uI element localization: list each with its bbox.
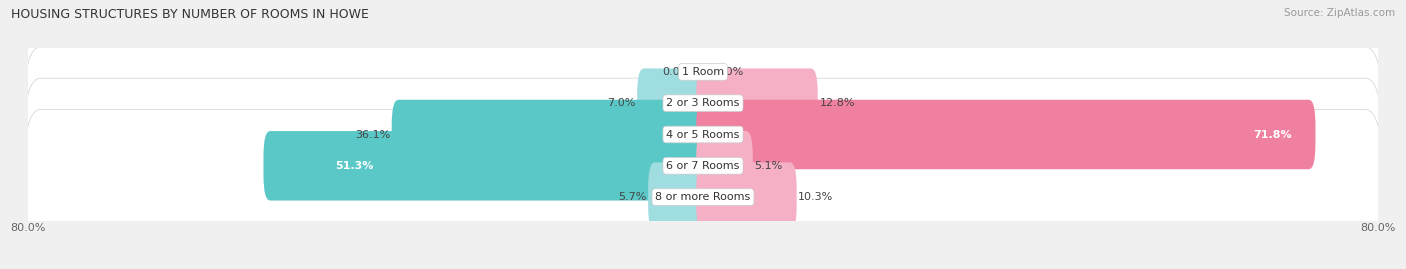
FancyBboxPatch shape [24,78,1382,253]
FancyBboxPatch shape [648,162,710,232]
FancyBboxPatch shape [637,68,710,138]
FancyBboxPatch shape [24,109,1382,269]
Text: 36.1%: 36.1% [354,129,389,140]
FancyBboxPatch shape [392,100,710,169]
Text: 0.0%: 0.0% [716,67,744,77]
FancyBboxPatch shape [263,131,710,201]
Text: HOUSING STRUCTURES BY NUMBER OF ROOMS IN HOWE: HOUSING STRUCTURES BY NUMBER OF ROOMS IN… [11,8,370,21]
Text: Source: ZipAtlas.com: Source: ZipAtlas.com [1284,8,1395,18]
Text: 0.0%: 0.0% [662,67,690,77]
Text: 1 Room: 1 Room [682,67,724,77]
Text: 12.8%: 12.8% [820,98,855,108]
Text: 71.8%: 71.8% [1253,129,1292,140]
FancyBboxPatch shape [24,16,1382,191]
FancyBboxPatch shape [696,68,818,138]
FancyBboxPatch shape [696,100,1316,169]
Text: 4 or 5 Rooms: 4 or 5 Rooms [666,129,740,140]
FancyBboxPatch shape [696,131,752,201]
Text: 2 or 3 Rooms: 2 or 3 Rooms [666,98,740,108]
Text: 7.0%: 7.0% [607,98,636,108]
Text: 5.7%: 5.7% [619,192,647,202]
Text: 10.3%: 10.3% [799,192,834,202]
Text: 5.1%: 5.1% [755,161,783,171]
FancyBboxPatch shape [696,162,797,232]
FancyBboxPatch shape [24,0,1382,160]
Text: 8 or more Rooms: 8 or more Rooms [655,192,751,202]
FancyBboxPatch shape [24,47,1382,222]
Text: 6 or 7 Rooms: 6 or 7 Rooms [666,161,740,171]
Text: 51.3%: 51.3% [335,161,374,171]
